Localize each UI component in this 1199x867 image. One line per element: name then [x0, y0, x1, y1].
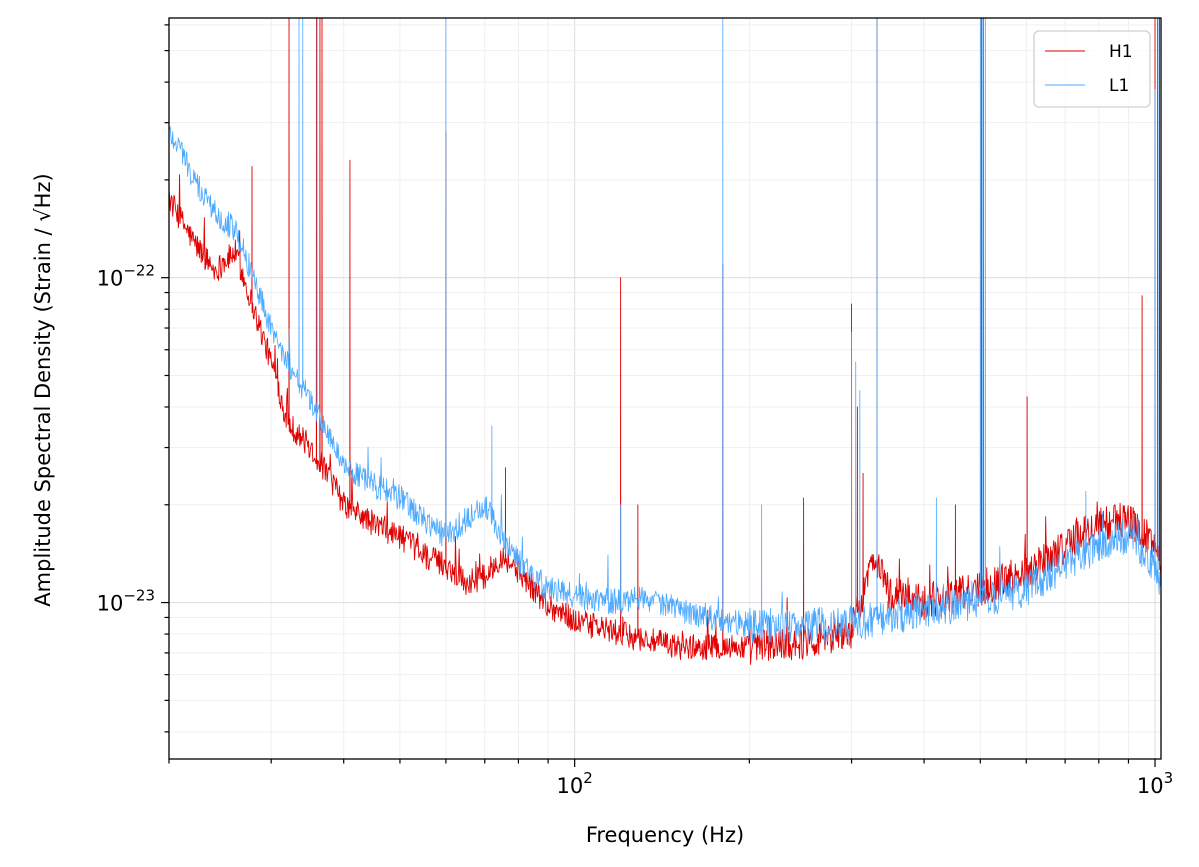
series-line-h1 — [169, 18, 1161, 665]
legend-label-l1: L1 — [1109, 76, 1129, 96]
plot-frame — [168, 17, 1162, 760]
plot-area — [169, 18, 1161, 759]
x-tick-label: 103 — [1137, 769, 1173, 798]
y-axis-label: Amplitude Spectral Density (Strain / √Hz… — [31, 173, 55, 606]
series-layer — [169, 18, 1161, 665]
x-axis-label: Frequency (Hz) — [586, 823, 744, 847]
legend-label-h1: H1 — [1109, 42, 1133, 62]
ticks: 102 103 10−23 10−22 — [97, 24, 1173, 798]
y-tick-label: 10−23 — [97, 587, 155, 616]
x-tick-label: 102 — [557, 769, 593, 798]
series-line-l1 — [169, 18, 1161, 644]
legend-box — [1033, 30, 1151, 108]
y-tick-label: 10−22 — [97, 262, 155, 291]
legend: H1 L1 — [1033, 30, 1151, 108]
